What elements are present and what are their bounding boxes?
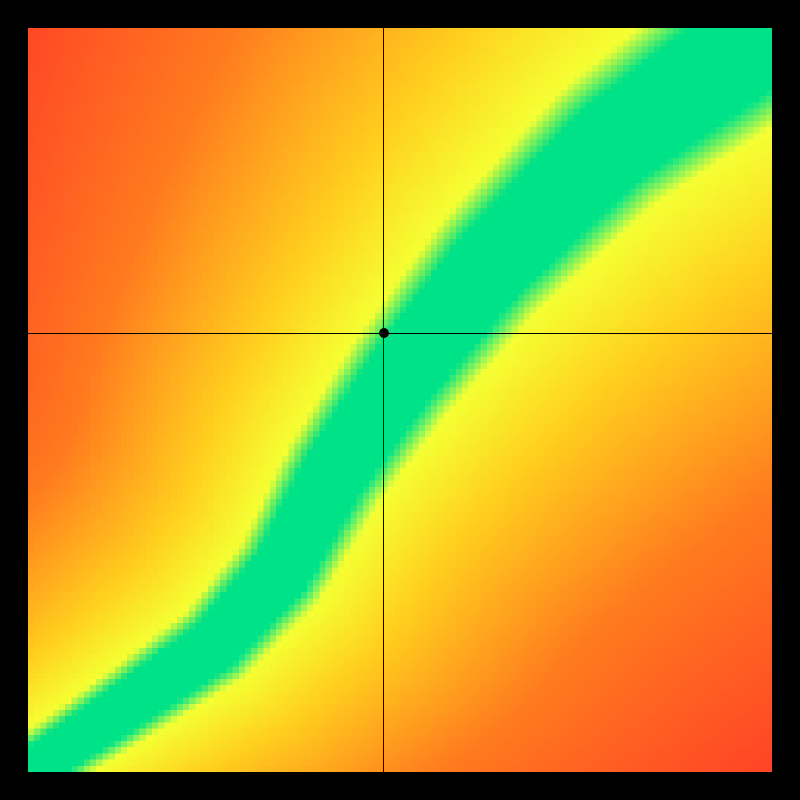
chart-container: TheBottleneck.com xyxy=(0,0,800,800)
crosshair-vertical xyxy=(383,28,384,772)
crosshair-horizontal xyxy=(28,333,772,334)
heatmap-canvas xyxy=(28,28,772,772)
plot-frame xyxy=(0,0,800,800)
target-marker xyxy=(379,328,389,338)
